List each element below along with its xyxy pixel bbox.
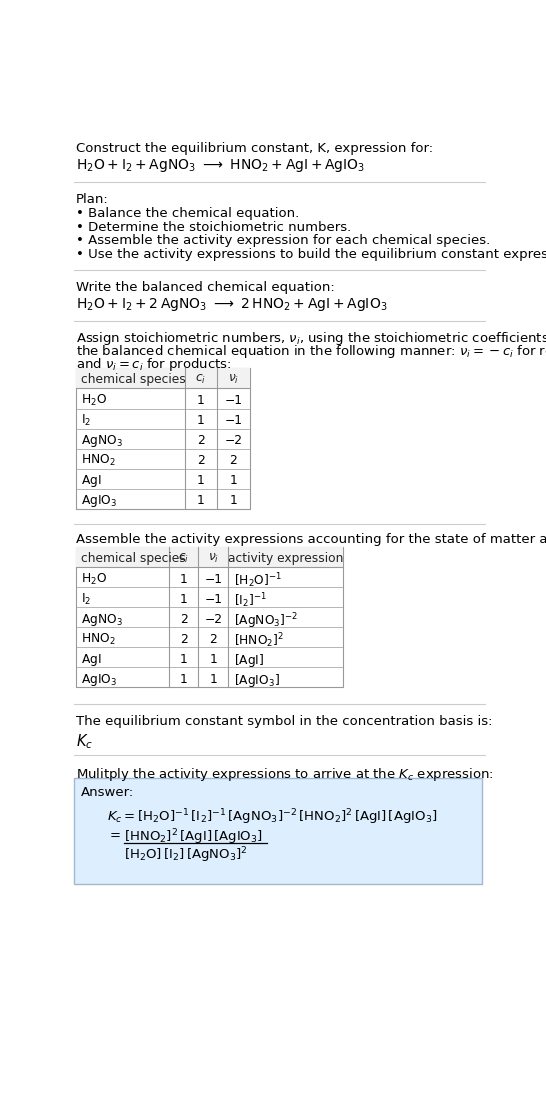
- Text: $[\mathrm{HNO_2}]^{2}$: $[\mathrm{HNO_2}]^{2}$: [234, 632, 284, 651]
- Text: $\mathrm{I_2}$: $\mathrm{I_2}$: [81, 413, 91, 428]
- Text: Write the balanced chemical equation:: Write the balanced chemical equation:: [76, 281, 335, 293]
- Text: $\mathrm{AgI}$: $\mathrm{AgI}$: [81, 652, 101, 668]
- Text: 1: 1: [197, 414, 205, 427]
- Text: The equilibrium constant symbol in the concentration basis is:: The equilibrium constant symbol in the c…: [76, 715, 492, 728]
- Bar: [76, 369, 250, 389]
- Text: $\mathrm{HNO_2}$: $\mathrm{HNO_2}$: [81, 632, 115, 646]
- Text: • Determine the stoichiometric numbers.: • Determine the stoichiometric numbers.: [76, 220, 351, 234]
- Text: 2: 2: [180, 632, 188, 645]
- Text: $K_c = [\mathrm{H_2O}]^{-1}\,[\mathrm{I_2}]^{-1}\,[\mathrm{AgNO_3}]^{-2}\,[\math: $K_c = [\mathrm{H_2O}]^{-1}\,[\mathrm{I_…: [107, 807, 437, 827]
- Text: −1: −1: [204, 572, 222, 586]
- Text: 2: 2: [209, 632, 217, 645]
- Bar: [76, 369, 250, 508]
- Text: 1: 1: [180, 572, 188, 586]
- Text: −1: −1: [204, 592, 222, 606]
- Text: $\mathrm{I_2}$: $\mathrm{I_2}$: [81, 592, 91, 607]
- Text: chemical species: chemical species: [81, 551, 186, 565]
- Text: 1: 1: [180, 673, 188, 685]
- Text: 1: 1: [229, 494, 237, 507]
- Text: $\mathrm{AgIO_3}$: $\mathrm{AgIO_3}$: [81, 672, 117, 687]
- Text: Construct the equilibrium constant, K, expression for:: Construct the equilibrium constant, K, e…: [76, 142, 433, 155]
- Text: $c_i$: $c_i$: [195, 373, 206, 386]
- Text: $\mathrm{H_2O + I_2 + 2\,AgNO_3\ \longrightarrow\ 2\,HNO_2 + AgI + AgIO_3}$: $\mathrm{H_2O + I_2 + 2\,AgNO_3\ \longri…: [76, 296, 388, 313]
- Text: $\mathrm{H_2O}$: $\mathrm{H_2O}$: [81, 571, 106, 587]
- Text: −2: −2: [224, 434, 242, 447]
- Text: Mulitply the activity expressions to arrive at the $K_c$ expression:: Mulitply the activity expressions to arr…: [76, 766, 494, 783]
- Text: Assign stoichiometric numbers, $\nu_i$, using the stoichiometric coefficients, $: Assign stoichiometric numbers, $\nu_i$, …: [76, 330, 546, 346]
- Text: −1: −1: [224, 394, 242, 407]
- Text: $[\mathrm{AgIO_3}]$: $[\mathrm{AgIO_3}]$: [234, 672, 280, 689]
- Text: $\mathrm{AgI}$: $\mathrm{AgI}$: [81, 473, 101, 489]
- Text: $\nu_i$: $\nu_i$: [228, 373, 239, 386]
- Text: $\mathrm{AgNO_3}$: $\mathrm{AgNO_3}$: [81, 433, 122, 449]
- Text: $[\mathrm{H_2O}]^{-1}$: $[\mathrm{H_2O}]^{-1}$: [234, 571, 282, 590]
- Bar: [74, 778, 482, 884]
- Bar: [76, 547, 342, 687]
- Text: Plan:: Plan:: [76, 193, 109, 206]
- Text: Assemble the activity expressions accounting for the state of matter and νᵢ:: Assemble the activity expressions accoun…: [76, 534, 546, 546]
- Text: and $\nu_i = c_i$ for products:: and $\nu_i = c_i$ for products:: [76, 356, 232, 373]
- Text: 1: 1: [180, 592, 188, 606]
- Text: Answer:: Answer:: [81, 786, 134, 799]
- Text: 1: 1: [180, 653, 188, 665]
- Text: 2: 2: [229, 454, 237, 467]
- Text: $\mathrm{H_2O + I_2 + AgNO_3\ \longrightarrow\ HNO_2 + AgI + AgIO_3}$: $\mathrm{H_2O + I_2 + AgNO_3\ \longright…: [76, 157, 365, 175]
- Text: $\mathrm{HNO_2}$: $\mathrm{HNO_2}$: [81, 453, 115, 468]
- Text: activity expression: activity expression: [228, 551, 343, 565]
- Text: $\mathrm{H_2O}$: $\mathrm{H_2O}$: [81, 393, 106, 408]
- Text: 2: 2: [197, 434, 205, 447]
- Text: $\mathrm{AgIO_3}$: $\mathrm{AgIO_3}$: [81, 494, 117, 509]
- Text: $\nu_i$: $\nu_i$: [207, 551, 219, 565]
- Text: 1: 1: [229, 474, 237, 487]
- Text: the balanced chemical equation in the following manner: $\nu_i = -c_i$ for react: the balanced chemical equation in the fo…: [76, 343, 546, 360]
- Text: 2: 2: [197, 454, 205, 467]
- Text: −2: −2: [204, 612, 222, 625]
- Text: $=$: $=$: [107, 827, 121, 840]
- Text: 1: 1: [209, 673, 217, 685]
- Text: $\mathrm{AgNO_3}$: $\mathrm{AgNO_3}$: [81, 612, 122, 628]
- Text: 1: 1: [197, 474, 205, 487]
- Text: • Balance the chemical equation.: • Balance the chemical equation.: [76, 207, 299, 220]
- Text: $[\mathrm{I_2}]^{-1}$: $[\mathrm{I_2}]^{-1}$: [234, 592, 267, 610]
- Text: $[\mathrm{HNO_2}]^{2}\,[\mathrm{AgI}]\,[\mathrm{AgIO_3}]$: $[\mathrm{HNO_2}]^{2}\,[\mathrm{AgI}]\,[…: [124, 827, 263, 847]
- Text: $[\mathrm{H_2O}]\,[\mathrm{I_2}]\,[\mathrm{AgNO_3}]^{2}$: $[\mathrm{H_2O}]\,[\mathrm{I_2}]\,[\math…: [124, 846, 248, 866]
- Text: $[\mathrm{AgI}]$: $[\mathrm{AgI}]$: [234, 652, 264, 669]
- Text: 1: 1: [197, 394, 205, 407]
- Text: 2: 2: [180, 612, 188, 625]
- Text: 1: 1: [197, 494, 205, 507]
- Text: • Assemble the activity expression for each chemical species.: • Assemble the activity expression for e…: [76, 235, 490, 248]
- Text: $K_c$: $K_c$: [76, 732, 93, 751]
- Text: • Use the activity expressions to build the equilibrium constant expression.: • Use the activity expressions to build …: [76, 248, 546, 261]
- Text: $[\mathrm{AgNO_3}]^{-2}$: $[\mathrm{AgNO_3}]^{-2}$: [234, 612, 298, 631]
- Text: $c_i$: $c_i$: [178, 551, 189, 565]
- Text: chemical species: chemical species: [81, 373, 186, 386]
- Bar: [76, 547, 342, 567]
- Text: 1: 1: [209, 653, 217, 665]
- Text: −1: −1: [224, 414, 242, 427]
